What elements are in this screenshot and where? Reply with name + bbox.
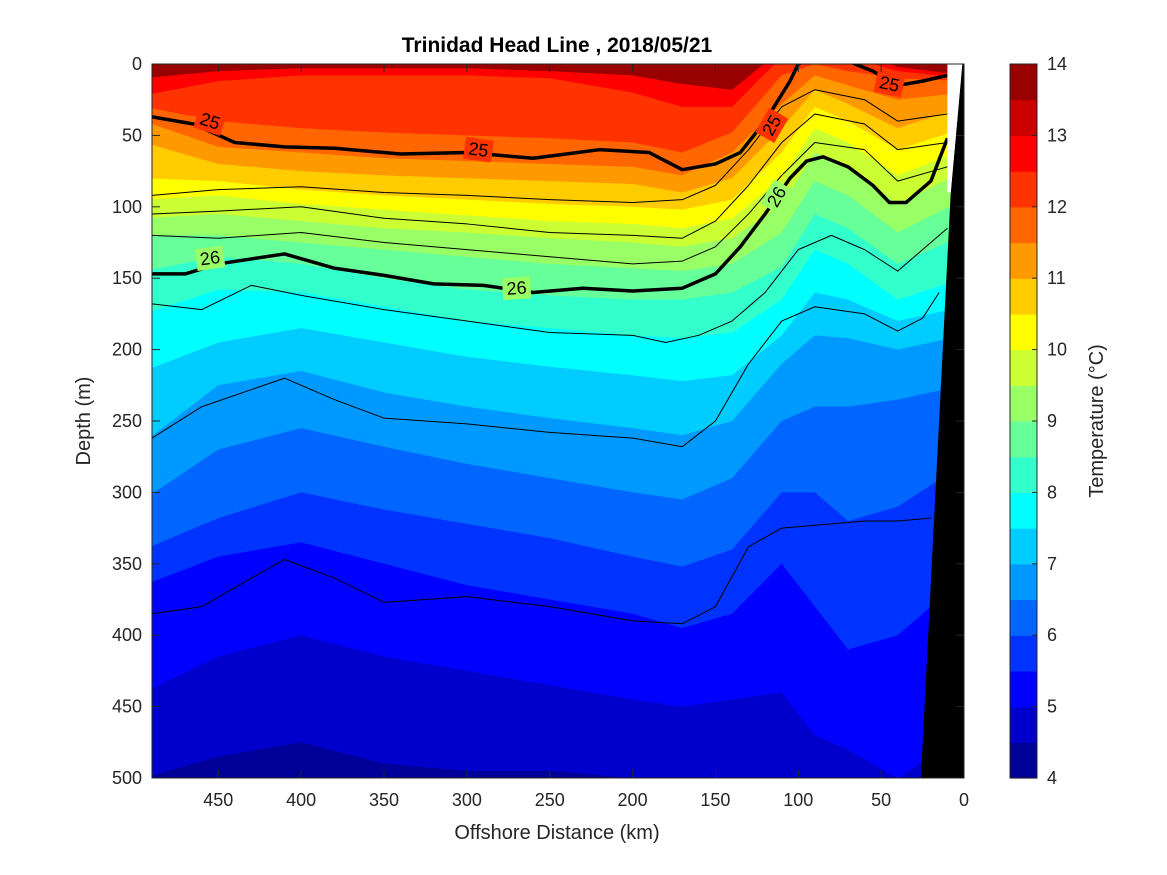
colorbar-segment	[1010, 492, 1037, 529]
colorbar-tick-label: 5	[1047, 697, 1057, 717]
contour-label: 25	[467, 138, 490, 161]
chart-title: Trinidad Head Line , 2018/05/21	[402, 34, 713, 57]
x-axis-label: Offshore Distance (km)	[454, 822, 659, 844]
contour-label-bg	[501, 276, 532, 301]
y-tick-label: 450	[112, 697, 142, 717]
density-contour-thin	[152, 292, 940, 448]
y-axis-ticks: 0 50 100 150 200 250 300 350 400 450 500	[112, 54, 964, 788]
density-contour-26	[152, 137, 950, 295]
contour-label-bg	[873, 70, 906, 98]
contour-label-bg	[760, 179, 794, 215]
colorbar-segment	[1010, 99, 1037, 136]
colorbar-segment	[1010, 171, 1037, 208]
colorbar-segment	[1010, 670, 1037, 708]
density-contour-thin	[152, 142, 948, 265]
x-tick-label: 350	[369, 790, 399, 810]
density-contours	[152, 64, 950, 625]
colorbar-segment	[1010, 599, 1037, 636]
colorbar-tick-label: 14	[1047, 54, 1067, 74]
y-tick-label: 200	[112, 340, 142, 360]
colorbar-segment	[1010, 563, 1037, 601]
colorbar-segment	[1010, 135, 1037, 172]
contour-label-bg	[755, 107, 789, 144]
y-tick-label: 50	[122, 125, 142, 145]
bathymetry-edge	[947, 64, 963, 193]
colorbar-segment	[1010, 349, 1037, 386]
colorbar-tick-label: 12	[1047, 197, 1067, 217]
colorbar	[1009, 63, 1038, 779]
colorbar-segment	[1010, 742, 1037, 779]
contour-label-bg	[194, 245, 226, 272]
x-axis-ticks: 450 400 350 300 250 200 150 100 50 0	[203, 64, 969, 810]
colorbar-segment	[1010, 706, 1037, 743]
colorbar-segment	[1010, 64, 1037, 101]
plot-area	[152, 64, 964, 778]
y-axis-label: Depth (m)	[73, 377, 95, 466]
contour-label: 26	[506, 278, 527, 299]
contour-label: 26	[199, 247, 222, 270]
x-tick-label: 0	[959, 790, 969, 810]
colorbar-segment	[1010, 385, 1037, 422]
contour-label-bg	[463, 136, 494, 163]
y-tick-label: 500	[112, 768, 142, 788]
contour-label-bg	[193, 106, 227, 136]
colorbar-segment	[1010, 242, 1037, 279]
colorbar-tick-label: 8	[1047, 482, 1057, 502]
x-tick-label: 50	[871, 790, 891, 810]
x-tick-label: 250	[535, 790, 565, 810]
colorbar-ticks: 4 5 6 7 8 9 10 11 12 13 14	[1032, 54, 1067, 788]
colorbar-segment	[1010, 456, 1037, 493]
y-tick-label: 150	[112, 268, 142, 288]
colorbar-label: Temperature (°C)	[1086, 344, 1108, 498]
y-tick-label: 250	[112, 411, 142, 431]
y-tick-label: 350	[112, 554, 142, 574]
colorbar-tick-label: 7	[1047, 554, 1057, 574]
density-contour-thin	[152, 89, 948, 204]
colorbar-segment	[1010, 313, 1037, 351]
density-contour-thin	[152, 113, 948, 239]
colorbar-segment	[1010, 206, 1037, 244]
x-tick-label: 150	[700, 790, 730, 810]
y-tick-label: 300	[112, 482, 142, 502]
x-tick-label: 400	[286, 790, 316, 810]
band-4-4.5	[152, 742, 633, 778]
contour-label: 25	[878, 72, 902, 96]
colorbar-segment	[1010, 635, 1037, 672]
x-tick-label: 300	[452, 790, 482, 810]
density-contour-thin	[152, 517, 931, 625]
y-tick-label: 100	[112, 197, 142, 217]
density-contour-thin	[152, 227, 948, 343]
colorbar-tick-label: 6	[1047, 625, 1057, 645]
x-tick-label: 100	[783, 790, 813, 810]
y-tick-label: 400	[112, 625, 142, 645]
colorbar-tick-label: 13	[1047, 125, 1067, 145]
colorbar-tick-label: 11	[1047, 268, 1066, 288]
y-tick-label: 0	[132, 54, 142, 74]
colorbar-tick-label: 4	[1047, 768, 1057, 788]
band-4.5-5	[152, 635, 964, 778]
x-tick-label: 200	[618, 790, 648, 810]
colorbar-segment	[1010, 421, 1037, 458]
density-contour-25	[152, 64, 948, 172]
temperature-bands	[152, 64, 964, 778]
colorbar-tick-label: 10	[1047, 340, 1067, 360]
colorbar-tick-label: 9	[1047, 411, 1057, 431]
colorbar-segment	[1010, 278, 1037, 315]
bathymetry	[920, 64, 964, 778]
colorbar-segment	[1010, 528, 1037, 565]
x-tick-label: 450	[203, 790, 233, 810]
